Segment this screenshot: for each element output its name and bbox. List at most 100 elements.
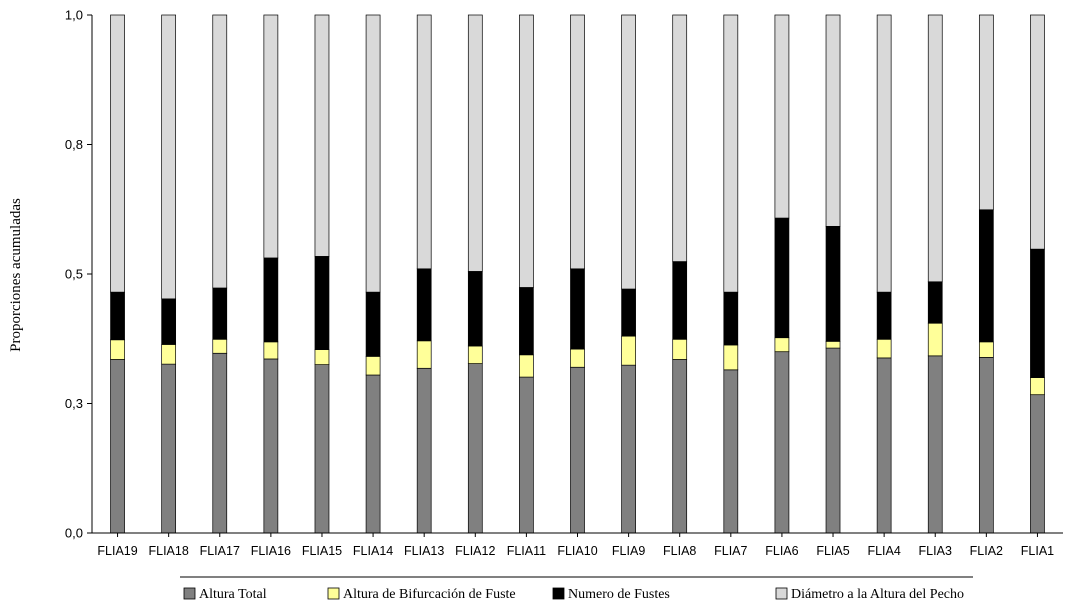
bar-segment-flia19-s2 (110, 339, 125, 360)
bar-segment-flia10-s2 (570, 348, 585, 368)
bar-segment-flia16-s3 (263, 257, 279, 343)
bar-segment-flia8-s3 (672, 261, 688, 340)
y-tick-label: 0,5 (65, 267, 83, 282)
bar-segment-flia1-s4 (1030, 14, 1045, 250)
legend-label: Altura de Bifurcación de Fuste (343, 587, 516, 602)
bar-segment-flia15-s2 (314, 349, 330, 365)
bar-segment-flia15-s4 (314, 14, 330, 257)
y-tick-label: 0,3 (65, 396, 83, 411)
x-axis: FLIA19 FLIA18 FLIA17 FLIA16 FLIA15 FLIA14 FLIA… (92, 532, 1063, 558)
bar-segment-flia13-s2 (416, 340, 432, 369)
x-tick-label: FLIA8 (663, 544, 696, 558)
bar-segment-flia19-s3 (110, 291, 125, 341)
bar-segment-flia18-s1 (161, 363, 177, 534)
bar-segment-flia6-s4 (774, 14, 790, 219)
x-tick-label: FLIA10 (557, 544, 597, 558)
bar-segment-flia18-s3 (161, 298, 177, 345)
bar-segment-flia16-s2 (263, 341, 279, 360)
bar-segment-flia7-s4 (723, 14, 739, 293)
y-tick-label: 0,0 (65, 526, 83, 541)
y-axis: 0,0 0,3 0,5 0,8 1,0 (65, 8, 93, 541)
bar-segment-flia17-s3 (212, 287, 228, 340)
bar-segment-flia5-s4 (825, 14, 841, 227)
bar-segment-flia17-s1 (212, 352, 228, 534)
bar-segment-flia13-s4 (416, 14, 432, 270)
bar-segment-flia12-s3 (467, 271, 483, 347)
x-tick-label: FLIA7 (714, 544, 747, 558)
bar-segment-flia14-s2 (365, 356, 381, 376)
x-tick-label: FLIA18 (149, 544, 189, 558)
x-tick-label: FLIA3 (919, 544, 952, 558)
bar-segment-flia15-s3 (314, 256, 330, 350)
bar-segment-flia13-s3 (416, 268, 432, 342)
bar-segment-flia10-s3 (570, 268, 585, 350)
legend-swatch (327, 587, 340, 600)
bar-segment-flia15-s1 (314, 364, 330, 534)
legend-label: Diámetro a la Altura del Pecho (791, 587, 964, 602)
legend-label: Numero de Fustes (568, 587, 670, 602)
legend-swatch (775, 587, 788, 600)
bar-segment-flia9-s2 (621, 335, 636, 366)
x-tick-label: FLIA5 (816, 544, 849, 558)
x-tick-label: FLIA17 (200, 544, 240, 558)
bar-segment-flia7-s1 (723, 369, 739, 534)
bar-segment-flia3-s4 (927, 14, 943, 283)
bar-segment-flia14-s4 (365, 14, 381, 293)
x-tick-label: FLIA2 (970, 544, 1003, 558)
x-tick-label: FLIA12 (455, 544, 495, 558)
bar-segment-flia11-s3 (519, 287, 534, 356)
bar-segment-flia11-s4 (519, 14, 534, 288)
x-tick-label: FLIA16 (251, 544, 291, 558)
bar-segment-flia8-s4 (672, 14, 688, 262)
bar-segment-flia17-s2 (212, 338, 228, 354)
bar-segment-flia6-s3 (774, 217, 790, 339)
bar-segment-flia4-s2 (876, 338, 892, 359)
x-tick-label: FLIA4 (867, 544, 900, 558)
x-tick-label: FLIA19 (97, 544, 137, 558)
bar-segment-flia10-s1 (570, 366, 585, 534)
x-tick-label: FLIA9 (612, 544, 645, 558)
bar-segment-flia17-s4 (212, 14, 228, 289)
bar-segment-flia8-s1 (672, 359, 688, 534)
x-tick-label: FLIA15 (302, 544, 342, 558)
bar-segment-flia8-s2 (672, 338, 688, 360)
y-tick-label: 1,0 (65, 8, 83, 23)
bar-segment-flia7-s2 (723, 344, 739, 371)
bar-segment-flia3-s1 (927, 355, 943, 534)
bar-segment-flia9-s3 (621, 288, 636, 337)
bar-segment-flia9-s4 (621, 14, 636, 290)
bar-segment-flia1-s2 (1030, 377, 1045, 396)
bar-segment-flia11-s2 (519, 354, 534, 378)
bar-segment-flia5-s2 (825, 340, 841, 349)
bar-segment-flia4-s3 (876, 291, 892, 340)
bar-segment-flia5-s1 (825, 347, 841, 534)
bar-segment-flia4-s4 (876, 14, 892, 293)
bar-segment-flia10-s4 (570, 14, 585, 270)
bar-segment-flia1-s1 (1030, 394, 1045, 534)
bar-segment-flia7-s3 (723, 291, 739, 346)
x-tick-label: FLIA6 (765, 544, 798, 558)
bar-segment-flia14-s1 (365, 374, 381, 534)
bar-segment-flia3-s3 (927, 281, 943, 324)
legend: Altura Total Altura de Bifurcación de Fus… (183, 587, 964, 602)
bar-segment-flia14-s3 (365, 291, 381, 357)
y-axis-label: Proporciones acumuladas (8, 198, 24, 352)
bars (110, 14, 1045, 534)
bar-segment-flia3-s2 (927, 322, 943, 357)
bar-segment-flia2-s1 (978, 357, 994, 534)
bar-segment-flia12-s4 (467, 14, 483, 272)
legend-swatch (183, 587, 196, 600)
bar-segment-flia6-s2 (774, 337, 790, 353)
legend-swatch (552, 587, 565, 600)
bar-segment-flia19-s4 (110, 14, 125, 293)
x-tick-label: FLIA11 (507, 544, 546, 558)
bar-segment-flia19-s1 (110, 359, 125, 534)
bar-segment-flia18-s4 (161, 14, 177, 300)
x-tick-label: FLIA13 (404, 544, 444, 558)
bar-segment-flia4-s1 (876, 357, 892, 534)
x-tick-label: FLIA1 (1021, 544, 1054, 558)
bar-segment-flia13-s1 (416, 367, 432, 534)
bar-segment-flia6-s1 (774, 351, 790, 534)
bar-segment-flia16-s4 (263, 14, 279, 259)
